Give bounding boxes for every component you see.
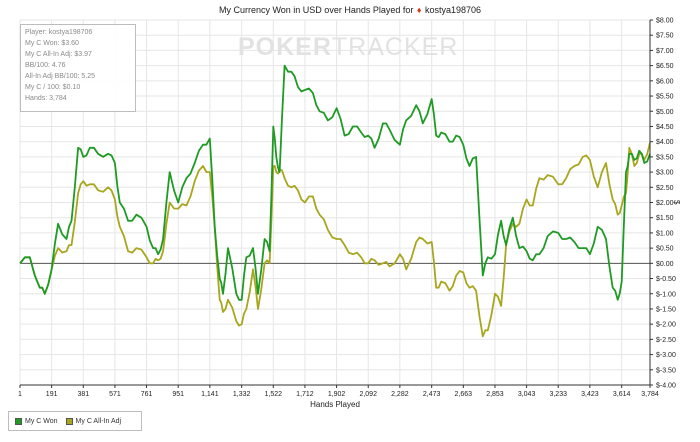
y-tick-label: $-3.00 [656, 352, 676, 359]
y-tick-label: $4.00 [656, 139, 674, 146]
x-tick-label: 3,423 [581, 391, 599, 398]
info-won: My C Won: $3.60 [25, 40, 79, 47]
y-tick-labels: $8.00 $7.50 $7.00 $6.50 $6.00 $5.50 $5.00 $4.50… [656, 18, 676, 390]
x-tick-label: 191 [46, 391, 58, 398]
y-tick-label: $-3.50 [656, 367, 676, 374]
x-tick-labels: 1 191 381 571 761 951 1,141 1,332 1,522 1,712 1,90… [18, 391, 659, 398]
y-tick-label: $0.50 [656, 246, 674, 253]
chart-title-prefix: My Currency Won in USD over Hands Played… [218, 5, 414, 15]
x-tick-label: 3,784 [641, 391, 659, 398]
y-tick-label: $7.50 [656, 33, 674, 40]
y-tick-label: $2.00 [656, 200, 674, 207]
info-bb100: BB/100: 4.76 [25, 62, 66, 69]
x-tick-label: 761 [141, 391, 153, 398]
watermark-logo: POKERTRACKER [238, 33, 458, 62]
y-tick-label: $2.50 [656, 185, 674, 192]
series-layer [19, 64, 651, 338]
info-allin-adj: My C All-In Adj: $3.97 [25, 51, 92, 58]
y-tick-label: $6.50 [656, 63, 674, 70]
x-tick-label: 2,092 [359, 391, 377, 398]
legend-swatch-won [15, 417, 22, 425]
x-tick-label: 1 [18, 391, 22, 398]
y-tick-label: $1.00 [656, 230, 674, 237]
legend-item-won[interactable]: My C Won [15, 417, 58, 425]
x-tick-label: 571 [109, 391, 121, 398]
x-tick-label: 1,902 [328, 391, 346, 398]
y-tick-label: $7.00 [656, 48, 674, 55]
stats-info-box: Player: kostya198706 My C Won: $3.60 My … [20, 24, 136, 112]
info-allin-bb100: All-In Adj BB/100: 5.25 [25, 73, 96, 80]
x-tick-label: 2,282 [391, 391, 409, 398]
legend[interactable]: My C Won My C All-In Adj [8, 411, 142, 431]
x-tick-label: 2,853 [486, 391, 504, 398]
x-tick-label: 951 [172, 391, 184, 398]
y-tick-label: $5.00 [656, 109, 674, 116]
x-tick-label: 1,332 [233, 391, 251, 398]
chart-title-player: kostya198706 [424, 5, 482, 15]
y-tick-label: $6.00 [656, 78, 674, 85]
series-line-my-c-all-in-adj [19, 142, 651, 338]
y-tick-label: $-0.50 [656, 276, 676, 283]
x-tick-label: 3,043 [518, 391, 536, 398]
y-tick-label: $1.50 [656, 215, 674, 222]
watermark-bold: POKER [238, 33, 332, 61]
diamond-icon: ♦ [416, 5, 422, 15]
chart-title: My Currency Won in USD over Hands Played… [0, 5, 700, 15]
x-tick-label: 2,473 [423, 391, 441, 398]
watermark-thin: TRACKER [331, 33, 459, 61]
legend-item-allin[interactable]: My C All-In Adj [65, 417, 122, 425]
x-tick-label: 381 [77, 391, 89, 398]
x-tick-label: 1,712 [296, 391, 314, 398]
y-axis-label: $ [672, 200, 681, 205]
y-tick-label: $-1.00 [656, 291, 676, 298]
legend-swatch-allin [65, 417, 73, 425]
x-tick-label: 2,663 [455, 391, 473, 398]
y-tick-label: $-4.00 [656, 383, 676, 390]
x-tick-label: 3,233 [549, 391, 567, 398]
y-tick-label: $-2.00 [656, 322, 676, 329]
x-axis-label: Hands Played [310, 400, 360, 409]
y-tick-label: $-2.50 [656, 337, 676, 344]
y-tick-label: $5.50 [656, 94, 674, 101]
y-tick-label: $0.00 [656, 261, 674, 268]
x-tick-label: 3,614 [613, 391, 631, 398]
info-player: Player: kostya198706 [25, 29, 93, 36]
y-tick-label: $3.00 [656, 170, 674, 177]
x-tick-label: 1,141 [201, 391, 219, 398]
info-hands: Hands: 3,784 [25, 95, 67, 102]
y-tick-label: $-1.50 [656, 306, 676, 313]
series-line-my-c-won [19, 64, 651, 301]
x-tick-label: 1,522 [265, 391, 283, 398]
y-tick-label: $8.00 [656, 18, 674, 25]
y-tick-label: $3.50 [656, 154, 674, 161]
legend-label-won: My C Won [25, 417, 58, 425]
y-tick-label: $4.50 [656, 124, 674, 131]
legend-label-allin: My C All-In Adj [75, 417, 122, 425]
axes [19, 19, 653, 388]
info-c100: My C / 100: $0.10 [25, 84, 81, 91]
